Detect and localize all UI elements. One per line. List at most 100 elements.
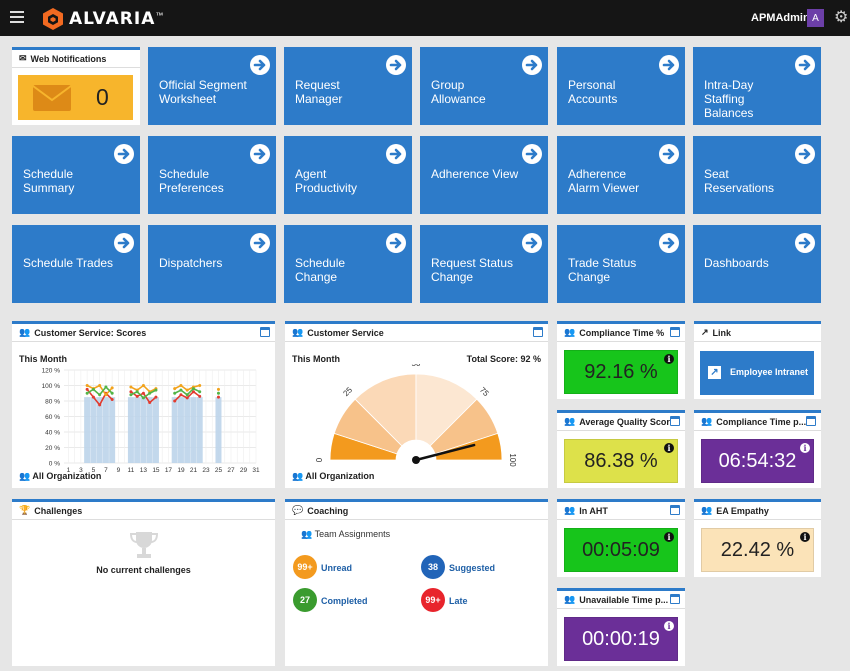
unread-badge[interactable]: 99+: [293, 555, 317, 579]
data-point: [198, 394, 202, 398]
bar: [102, 397, 109, 463]
tile-label: Schedule Preferences: [159, 167, 224, 195]
bar: [177, 397, 184, 463]
arrow-circle-right-icon[interactable]: [659, 55, 679, 75]
gauge-chart: 0 25 50 75 100: [315, 364, 517, 467]
tile-request-status-change[interactable]: Request Status Change: [420, 225, 548, 303]
arrow-circle-right-icon[interactable]: [795, 233, 815, 253]
tile-label: Agent Productivity: [295, 167, 358, 195]
calendar-icon[interactable]: [670, 327, 680, 337]
info-icon[interactable]: i: [664, 443, 674, 453]
widget-header: 👥 Customer Service: Scores: [12, 324, 275, 342]
tile-agent-productivity[interactable]: Agent Productivity: [284, 136, 412, 214]
arrow-circle-right-icon[interactable]: [659, 144, 679, 164]
arrow-circle-right-icon[interactable]: [386, 144, 406, 164]
widget-header: 👥 Compliance Time %: [557, 324, 685, 342]
data-point: [148, 401, 152, 405]
suggested-badge[interactable]: 38: [421, 555, 445, 579]
user-name[interactable]: APMAdmin: [751, 12, 810, 24]
link-label: Employee Intranet: [730, 367, 809, 377]
kpi-value-box[interactable]: 00:00:19 i: [564, 617, 678, 661]
calendar-icon[interactable]: [670, 416, 680, 426]
widget-title: Unavailable Time p...: [579, 594, 669, 605]
data-point: [179, 384, 183, 387]
tile-schedule-change[interactable]: Schedule Change: [284, 225, 412, 303]
arrow-circle-right-icon[interactable]: [522, 144, 542, 164]
tile-label: Intra-Day Staffing Balances: [704, 78, 754, 120]
tile-request-manager[interactable]: Request Manager: [284, 47, 412, 125]
link-widget: ↗ Link ↗ Employee Intranet: [694, 321, 821, 399]
arrow-circle-right-icon[interactable]: [114, 233, 134, 253]
completed-badge[interactable]: 27: [293, 588, 317, 612]
tile-seat-reservations[interactable]: Seat Reservations: [693, 136, 821, 214]
late-badge[interactable]: 99+: [421, 588, 445, 612]
arrow-circle-right-icon[interactable]: [522, 55, 542, 75]
arrow-circle-right-icon[interactable]: [250, 144, 270, 164]
kpi-in-aht: 👥 In AHT 00:05:09 i: [557, 499, 685, 577]
info-icon[interactable]: i: [800, 443, 810, 453]
tile-schedule-preferences[interactable]: Schedule Preferences: [148, 136, 276, 214]
arrow-circle-right-icon[interactable]: [386, 55, 406, 75]
tile-official-segment-worksheet[interactable]: Official Segment Worksheet: [148, 47, 276, 125]
y-tick-label: 100 %: [42, 383, 61, 390]
employee-intranet-link[interactable]: ↗ Employee Intranet: [700, 351, 814, 395]
widget-header: ✉ Web Notifications: [12, 50, 140, 68]
kpi-value-box[interactable]: 22.42 % i: [701, 528, 814, 572]
bar: [134, 397, 141, 463]
unread-link[interactable]: Unread: [321, 563, 353, 573]
arrow-circle-right-icon[interactable]: [795, 55, 815, 75]
tile-schedule-summary[interactable]: Schedule Summary: [12, 136, 140, 214]
arrow-circle-right-icon[interactable]: [659, 233, 679, 253]
brand-logo[interactable]: ALVARIA ™: [42, 7, 163, 31]
data-point: [185, 393, 189, 397]
avatar[interactable]: A: [807, 9, 824, 27]
kpi-value-box[interactable]: 86.38 % i: [564, 439, 678, 483]
tile-dispatchers[interactable]: Dispatchers: [148, 225, 276, 303]
tile-dashboards[interactable]: Dashboards: [693, 225, 821, 303]
tile-group-allowance[interactable]: Group Allowance: [420, 47, 548, 125]
data-point: [110, 391, 114, 395]
suggested-link[interactable]: Suggested: [449, 563, 496, 573]
x-tick-label: 27: [227, 467, 235, 474]
arrow-circle-right-icon[interactable]: [250, 233, 270, 253]
data-point: [173, 391, 177, 395]
notification-count-box[interactable]: 0: [18, 75, 133, 120]
kpi-value-box[interactable]: 00:05:09 i: [564, 528, 678, 572]
calendar-icon[interactable]: [533, 327, 543, 337]
menu-icon[interactable]: [10, 11, 24, 25]
gauge-needle: [414, 443, 476, 462]
widget-header: 👥 EA Empathy: [694, 502, 821, 520]
calendar-icon[interactable]: [670, 594, 680, 604]
envelope-icon: ✉: [19, 53, 27, 63]
tile-schedule-trades[interactable]: Schedule Trades: [12, 225, 140, 303]
calendar-icon[interactable]: [260, 327, 270, 337]
late-link[interactable]: Late: [449, 596, 468, 606]
tile-trade-status-change[interactable]: Trade Status Change: [557, 225, 685, 303]
tile-adherence-alarm-viewer[interactable]: Adherence Alarm Viewer: [557, 136, 685, 214]
tile-adherence-view[interactable]: Adherence View: [420, 136, 548, 214]
x-tick-label: 11: [128, 467, 135, 474]
calendar-icon[interactable]: [670, 505, 680, 515]
data-point: [185, 388, 189, 392]
period-label: This Month: [292, 354, 340, 364]
arrow-circle-right-icon[interactable]: [795, 144, 815, 164]
arrow-circle-right-icon[interactable]: [386, 233, 406, 253]
kpi-value-box[interactable]: 92.16 % i: [564, 350, 678, 394]
arrow-circle-right-icon[interactable]: [250, 55, 270, 75]
info-icon[interactable]: i: [664, 621, 674, 631]
completed-link[interactable]: Completed: [321, 596, 368, 606]
info-icon[interactable]: i: [664, 354, 674, 364]
calendar-icon[interactable]: [806, 416, 816, 426]
tile-intra-day-staffing-balances[interactable]: Intra-Day Staffing Balances: [693, 47, 821, 125]
widget-footer: 👥 All Organization: [19, 471, 101, 482]
data-point: [98, 403, 102, 407]
info-icon[interactable]: i: [664, 532, 674, 542]
gear-icon[interactable]: ⚙: [834, 9, 849, 26]
arrow-circle-right-icon[interactable]: [522, 233, 542, 253]
x-tick-label: 13: [140, 467, 148, 474]
arrow-circle-right-icon[interactable]: [114, 144, 134, 164]
info-icon[interactable]: i: [800, 532, 810, 542]
challenges-widget: 🏆 Challenges No current challenges: [12, 499, 275, 666]
tile-personal-accounts[interactable]: Personal Accounts: [557, 47, 685, 125]
kpi-value-box[interactable]: 06:54:32 i: [701, 439, 814, 483]
